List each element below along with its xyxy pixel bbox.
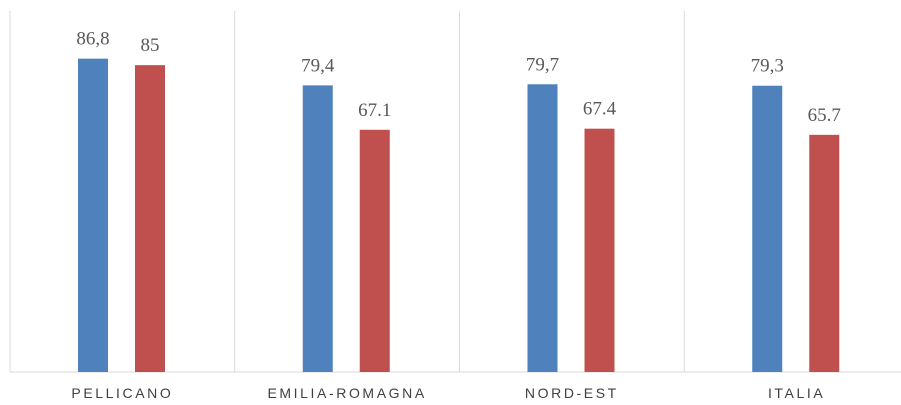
data-label: 79,3 (751, 56, 784, 77)
bar (584, 128, 615, 372)
data-label: 67.1 (358, 100, 391, 121)
bar (527, 84, 558, 373)
x-tick-label: EMILIA-ROMAGNA (267, 385, 426, 401)
data-label: 67.4 (583, 99, 617, 120)
data-label: 86,8 (76, 29, 109, 50)
bar (809, 134, 840, 372)
bar (752, 85, 783, 373)
bar (78, 58, 108, 372)
bar (135, 65, 165, 373)
data-label: 65.7 (808, 105, 841, 126)
bar (359, 129, 390, 372)
data-label: 79,4 (301, 55, 335, 76)
x-tick-label: PELLICANO (71, 385, 173, 401)
data-label: 79,7 (526, 54, 559, 75)
x-tick-label: NORD-EST (525, 385, 619, 401)
x-tick-label: ITALIA (768, 385, 825, 401)
data-label: 85 (141, 35, 160, 56)
bar (302, 85, 333, 372)
